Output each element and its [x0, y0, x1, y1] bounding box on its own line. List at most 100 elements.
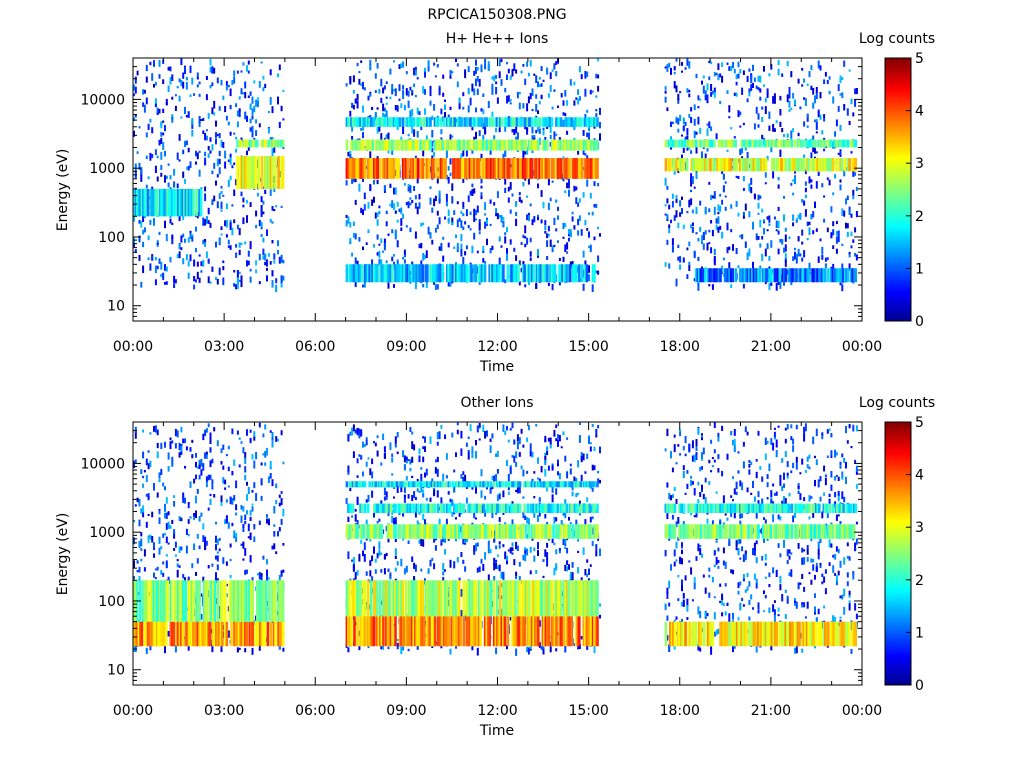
band-pixel — [596, 158, 599, 179]
count-pixel — [708, 568, 710, 572]
count-pixel — [442, 571, 444, 575]
count-pixel — [160, 274, 162, 277]
count-pixel — [590, 517, 592, 523]
count-pixel — [349, 222, 351, 227]
count-pixel — [206, 216, 208, 224]
count-pixel — [242, 506, 244, 511]
count-pixel — [144, 105, 146, 113]
count-pixel — [382, 251, 384, 253]
count-pixel — [440, 425, 442, 429]
count-pixel — [763, 66, 765, 72]
count-pixel — [362, 132, 364, 138]
count-pixel — [411, 476, 413, 478]
count-pixel — [599, 603, 601, 606]
count-pixel — [530, 547, 532, 553]
count-pixel — [512, 553, 514, 555]
count-pixel — [357, 500, 359, 506]
count-pixel — [261, 208, 263, 216]
band-pixel — [416, 140, 419, 151]
count-pixel — [727, 63, 729, 65]
count-pixel — [555, 563, 557, 571]
count-pixel — [849, 121, 851, 125]
count-pixel — [832, 229, 834, 235]
count-pixel — [186, 529, 188, 535]
count-pixel — [676, 210, 678, 217]
count-pixel — [391, 84, 393, 90]
count-pixel — [537, 184, 539, 189]
count-pixel — [148, 514, 150, 516]
count-pixel — [415, 565, 417, 572]
count-pixel — [261, 573, 263, 576]
count-pixel — [231, 204, 233, 206]
count-pixel — [364, 542, 366, 550]
count-pixel — [149, 432, 151, 434]
count-pixel — [524, 225, 526, 233]
count-pixel — [515, 649, 517, 656]
count-pixel — [173, 495, 175, 498]
count-pixel — [770, 283, 772, 286]
count-pixel — [541, 66, 543, 71]
count-pixel — [599, 447, 601, 454]
count-pixel — [519, 92, 521, 94]
count-pixel — [854, 227, 856, 232]
count-pixel — [380, 98, 382, 103]
count-pixel — [395, 105, 397, 110]
count-pixel — [430, 198, 432, 205]
count-pixel — [699, 227, 701, 232]
count-pixel — [688, 148, 690, 150]
count-pixel — [481, 196, 483, 200]
count-pixel — [502, 222, 504, 226]
count-pixel — [499, 517, 501, 522]
count-pixel — [386, 103, 388, 105]
band-pixel — [581, 264, 584, 282]
count-pixel — [517, 132, 519, 139]
count-pixel — [690, 190, 692, 192]
count-pixel — [426, 469, 428, 476]
figure-title: RPCICA150308.PNG — [427, 7, 566, 23]
count-pixel — [353, 424, 355, 431]
count-pixel — [537, 249, 539, 256]
count-pixel — [197, 489, 199, 494]
count-pixel — [686, 59, 688, 66]
count-pixel — [681, 580, 683, 586]
count-pixel — [160, 546, 162, 549]
count-pixel — [490, 439, 492, 442]
count-pixel — [717, 566, 719, 569]
count-pixel — [665, 66, 667, 68]
band-pixel — [463, 140, 466, 151]
count-pixel — [364, 444, 366, 447]
count-pixel — [388, 151, 390, 154]
count-pixel — [473, 188, 475, 192]
count-pixel — [231, 498, 233, 505]
count-pixel — [566, 560, 568, 565]
count-pixel — [533, 74, 535, 76]
count-pixel — [148, 257, 150, 260]
count-pixel — [765, 106, 767, 114]
count-pixel — [213, 494, 215, 498]
count-pixel — [679, 91, 681, 93]
count-pixel — [252, 97, 254, 104]
count-pixel — [592, 516, 594, 519]
count-pixel — [142, 513, 144, 518]
count-pixel — [583, 130, 585, 136]
count-pixel — [584, 71, 586, 79]
count-pixel — [470, 212, 472, 216]
count-pixel — [142, 484, 144, 488]
band-pixel — [551, 117, 554, 127]
count-pixel — [820, 115, 822, 120]
count-pixel — [268, 476, 270, 483]
count-pixel — [739, 112, 741, 116]
count-pixel — [424, 446, 426, 452]
count-pixel — [566, 100, 568, 106]
count-pixel — [406, 476, 408, 481]
count-pixel — [235, 533, 237, 538]
count-pixel — [488, 101, 490, 108]
band-pixel — [665, 158, 668, 171]
count-pixel — [521, 429, 523, 434]
count-pixel — [206, 541, 208, 546]
count-pixel — [535, 283, 537, 289]
count-pixel — [677, 118, 679, 125]
count-pixel — [679, 264, 681, 270]
count-pixel — [683, 446, 685, 450]
count-pixel — [533, 513, 535, 518]
